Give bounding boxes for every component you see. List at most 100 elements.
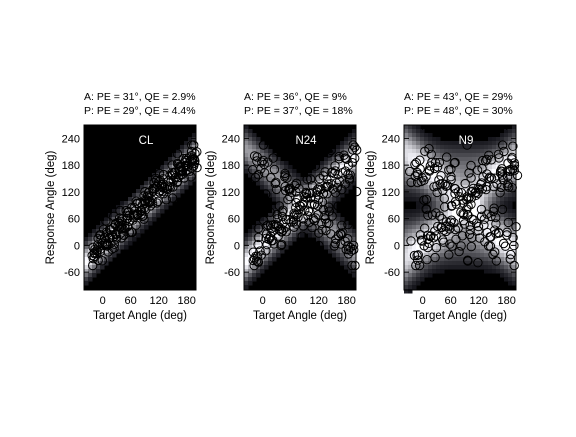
- heatmap-cell: [412, 137, 417, 142]
- response-point: [499, 146, 509, 157]
- response-point: [161, 258, 172, 268]
- response-point: [161, 237, 171, 248]
- heatmap-cell: [476, 177, 481, 182]
- heatmap-cell: [512, 213, 517, 218]
- heatmap-cell: [296, 229, 301, 234]
- response-point: [269, 239, 279, 249]
- response-point: [434, 157, 445, 168]
- heatmap-cell: [408, 161, 413, 166]
- response-point: [138, 211, 149, 221]
- heatmap-cell: [428, 241, 433, 246]
- heatmap-cell: [244, 165, 249, 170]
- heatmap-cell: [244, 149, 249, 154]
- heatmap-cell: [512, 145, 517, 150]
- heatmap-cell: [500, 185, 505, 190]
- heatmap-cell: [492, 141, 497, 146]
- heatmap-cell: [408, 221, 413, 226]
- heatmap-cell: [252, 249, 257, 254]
- heatmap-cell: [248, 145, 253, 150]
- heatmap-cell: [340, 229, 345, 234]
- heatmap-cell: [484, 241, 489, 246]
- heatmap-cell: [408, 261, 413, 266]
- heatmap-cell: [172, 185, 177, 190]
- heatmap-cell: [476, 221, 481, 226]
- heatmap-cell: [444, 237, 449, 242]
- heatmap-cell: [452, 181, 457, 186]
- heatmap-cell: [260, 149, 265, 154]
- heatmap-cell: [140, 189, 145, 194]
- heatmap-cell: [488, 137, 493, 142]
- response-point: [314, 240, 324, 251]
- heatmap-cell: [180, 149, 185, 154]
- response-point: [137, 205, 147, 216]
- heatmap-cell: [492, 193, 497, 198]
- heatmap-cell: [464, 165, 469, 170]
- heatmap-cell: [464, 153, 469, 158]
- heatmap-cell: [500, 133, 505, 138]
- y-tick-label: 0: [234, 240, 240, 252]
- heatmap-cell: [500, 161, 505, 166]
- response-point: [347, 158, 358, 168]
- response-point: [345, 170, 355, 180]
- heatmap-cell: [420, 273, 425, 278]
- response-point: [258, 155, 268, 166]
- heatmap-cell: [352, 165, 357, 170]
- heatmap-cell: [452, 145, 457, 150]
- heatmap-cell: [268, 189, 273, 194]
- heatmap-cell: [488, 185, 493, 190]
- heatmap-cell: [264, 229, 269, 234]
- heatmap-cell: [420, 233, 425, 238]
- heatmap-cell: [184, 141, 189, 146]
- heatmap-cell: [504, 129, 509, 134]
- response-point: [509, 160, 520, 171]
- heatmap-cell: [404, 229, 409, 234]
- heatmap-cell: [316, 185, 321, 190]
- heatmap-cell: [336, 257, 341, 262]
- heatmap-cell: [272, 197, 277, 202]
- heatmap-cell: [308, 185, 313, 190]
- response-point: [277, 207, 287, 217]
- heatmap-cell: [116, 209, 121, 214]
- response-point: [413, 255, 423, 265]
- response-point: [350, 153, 360, 164]
- response-point: [326, 145, 336, 156]
- heatmap-cell: [440, 265, 445, 270]
- heatmap-cell: [500, 217, 505, 222]
- heatmap-cell: [336, 157, 341, 162]
- heatmap-cell: [408, 197, 413, 202]
- heatmap-cell: [416, 145, 421, 150]
- response-point: [493, 149, 504, 160]
- heatmap-cell: [168, 201, 173, 206]
- heatmap-cell: [180, 185, 185, 190]
- heatmap-cell: [436, 213, 441, 218]
- response-point: [335, 228, 346, 239]
- heatmap-cell: [436, 209, 441, 214]
- heatmap-cell: [340, 161, 345, 166]
- response-point: [291, 178, 302, 189]
- response-point: [432, 162, 443, 172]
- heatmap-cell: [264, 177, 269, 182]
- heatmap-cell: [496, 221, 501, 226]
- heatmap-cell: [260, 141, 265, 146]
- response-point: [324, 148, 334, 158]
- heatmap-cell: [412, 197, 417, 202]
- heatmap-cell: [312, 181, 317, 186]
- heatmap-cell: [428, 181, 433, 186]
- heatmap-cell: [120, 233, 125, 238]
- heatmap-cell: [332, 161, 337, 166]
- heatmap-cell: [164, 177, 169, 182]
- response-point: [423, 234, 433, 244]
- heatmap-cell: [148, 213, 153, 218]
- heatmap-cell: [280, 169, 285, 174]
- response-point: [476, 211, 487, 222]
- heatmap-cell: [508, 213, 513, 218]
- response-point: [307, 255, 317, 265]
- heatmap-cell: [508, 281, 513, 286]
- response-point: [480, 156, 491, 166]
- response-point: [131, 220, 141, 230]
- heatmap-cell: [512, 193, 517, 198]
- response-point: [261, 189, 271, 199]
- heatmap-cell: [484, 261, 489, 266]
